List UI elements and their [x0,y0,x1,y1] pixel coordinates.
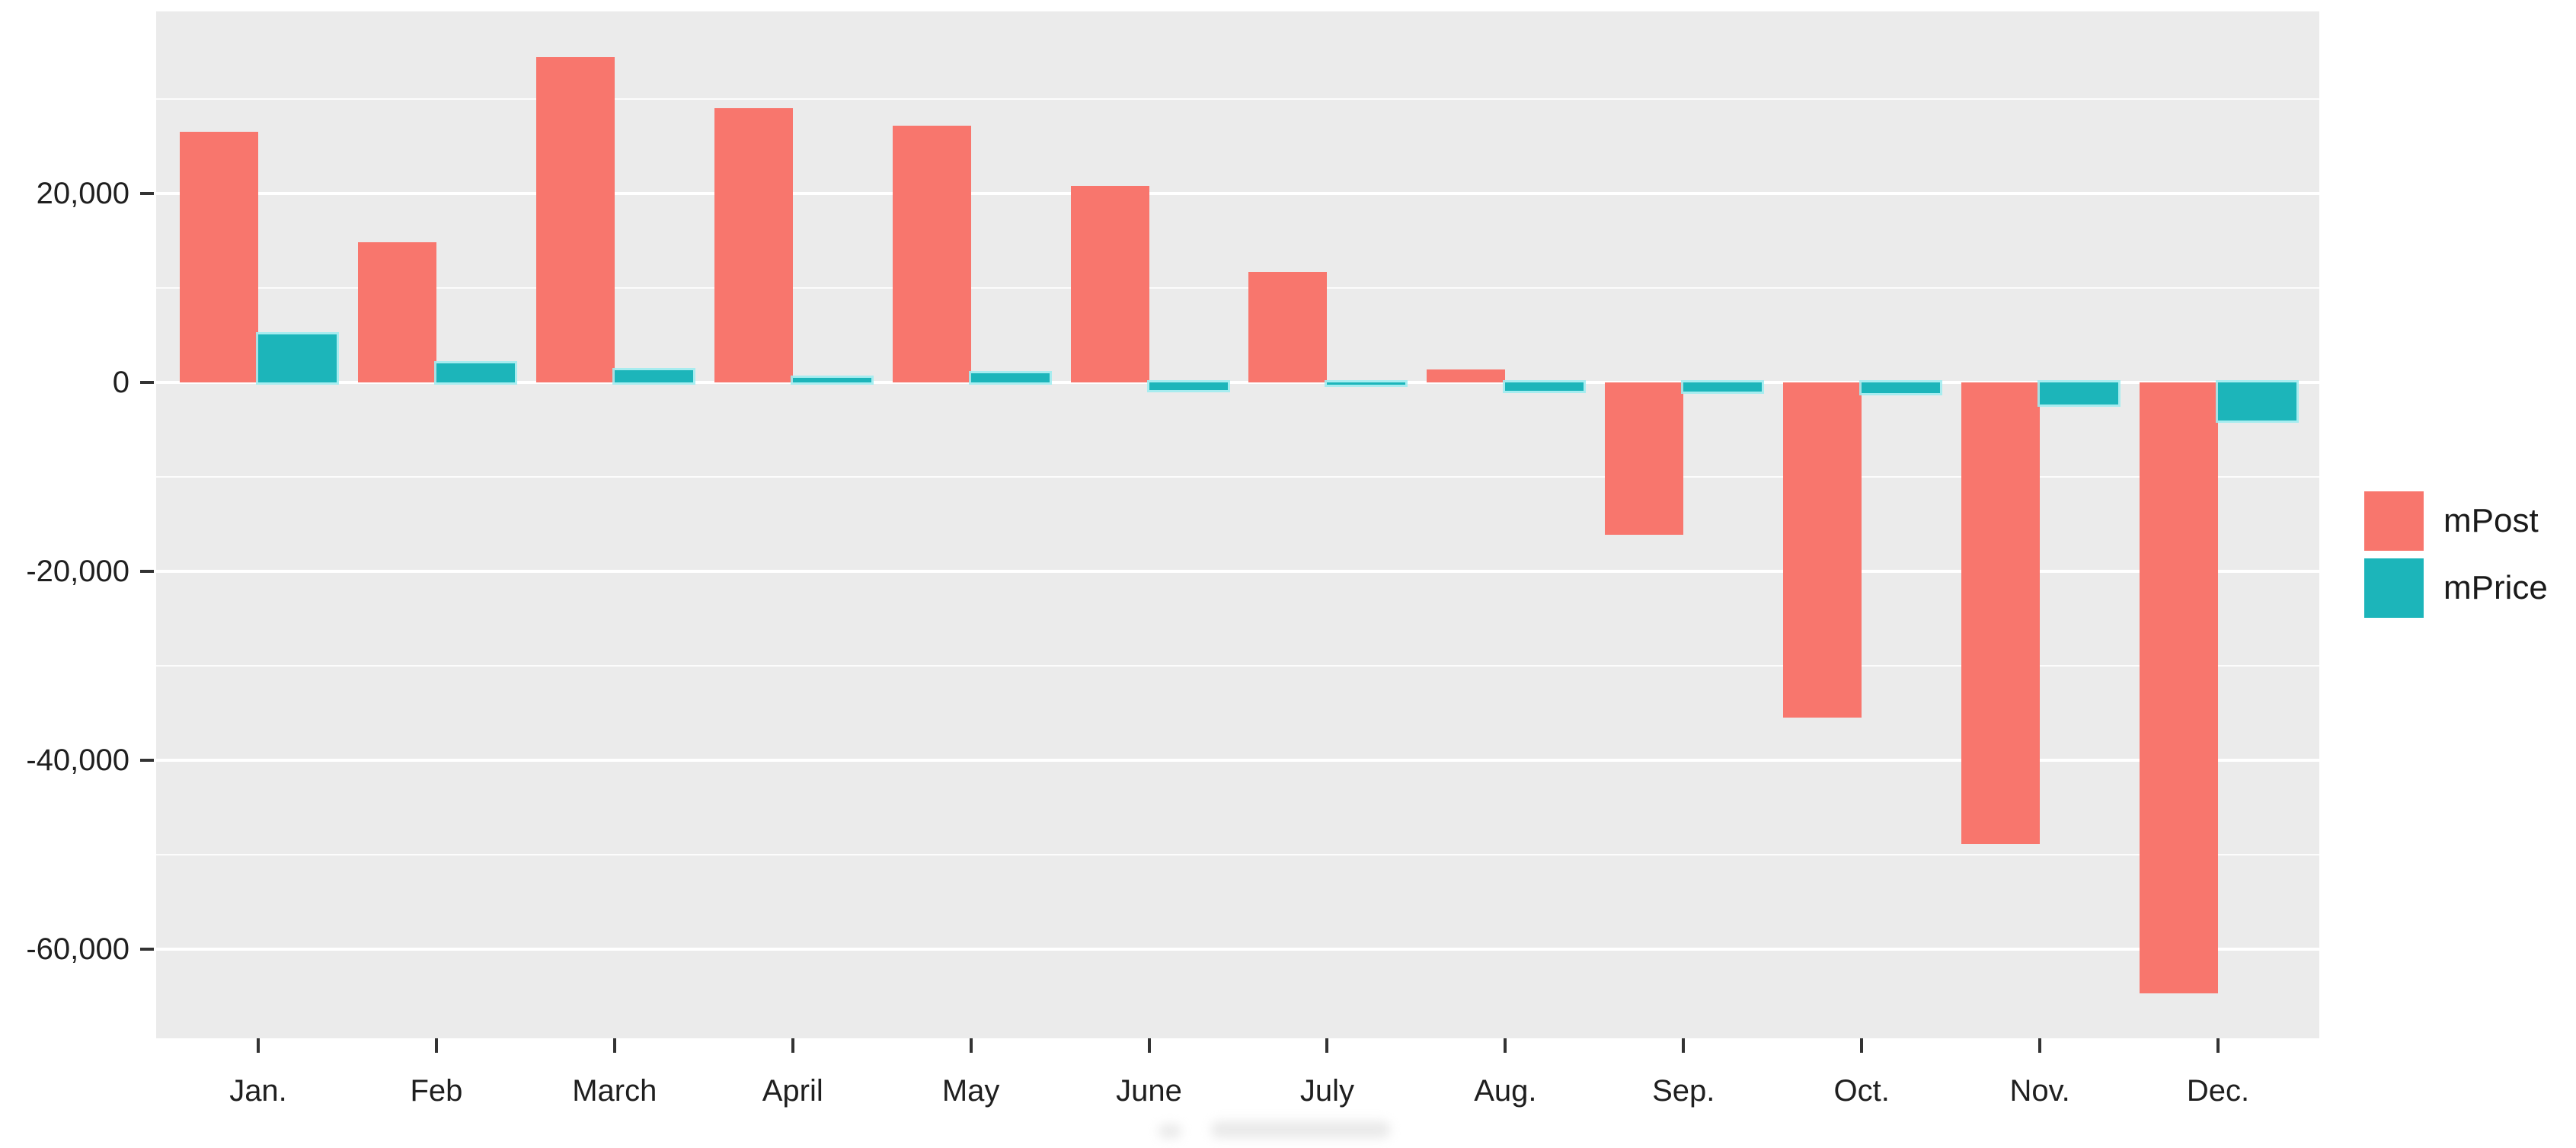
x-axis-tick [1504,1038,1507,1053]
x-axis-tick [257,1038,260,1053]
x-axis-label-sep: Sep. [1652,1074,1715,1108]
x-axis-label-may: May [941,1074,1000,1108]
mprice-bar-may [970,373,1050,382]
mpost-bar-april [714,108,793,382]
mpost-bar-may [892,125,971,382]
x-axis-label-jan: Jan. [229,1074,287,1108]
x-axis-label-nov: Nov. [2009,1074,2070,1108]
mprice-bar-dec [2218,382,2296,421]
mprice-bar-march [614,369,693,382]
mprice-bar-oct [1862,382,1941,393]
x-axis-label-june: June [1116,1074,1182,1108]
legend-label-mprice: mPrice [2443,569,2548,606]
legend-swatch-mprice [2364,558,2424,618]
legend: mPost mPrice [2364,491,2548,618]
x-axis-tick [2216,1038,2220,1053]
mpost-bar-sep [1605,382,1684,535]
mpost-bar-june [1070,186,1149,382]
mprice-bar-jan [258,334,337,382]
x-axis-tick [434,1038,438,1053]
legend-item-mpost: mPost [2364,491,2548,551]
x-axis-tick [791,1038,794,1053]
mpost-bar-feb [357,242,436,382]
y-axis-tick [140,570,154,573]
major-gridline [156,381,2319,384]
x-axis-label-april: April [762,1074,823,1108]
x-axis-tick [969,1038,973,1053]
mprice-bar-sep [1683,382,1763,392]
minor-gridline [156,665,2319,667]
y-axis-label: -40,000 [26,743,129,777]
minor-gridline [156,98,2319,100]
x-axis-tick [1860,1038,1864,1053]
y-axis-tick [140,381,154,384]
y-axis-tick [140,192,154,195]
major-gridline [156,192,2319,195]
legend-swatch-mpost [2364,491,2424,551]
major-gridline [156,570,2319,573]
mprice-bar-april [792,377,871,382]
mpost-bar-oct [1783,382,1862,718]
y-axis-tick [140,759,154,762]
x-axis-label-oct: Oct. [1833,1074,1890,1108]
major-gridline [156,759,2319,762]
watermark-smudge [1159,1124,1181,1138]
y-axis-label: 0 [112,366,129,399]
plot-panel [156,11,2319,1038]
x-axis-label-dec: Dec. [2186,1074,2250,1108]
mprice-bar-nov [2040,382,2119,405]
minor-gridline [156,854,2319,855]
legend-label-mpost: mPost [2443,502,2539,539]
x-axis-tick [612,1038,616,1053]
y-axis-label: -20,000 [26,555,129,588]
y-axis-label: 20,000 [36,177,129,210]
x-axis-tick [1147,1038,1151,1053]
major-gridline [156,948,2319,951]
y-axis-label: -60,000 [26,932,129,966]
y-axis-tick [140,948,154,951]
x-axis-label-july: July [1299,1074,1355,1108]
minor-gridline [156,476,2319,478]
mpost-bar-march [535,57,615,382]
mpost-bar-jan [180,132,258,382]
x-axis-tick [1325,1038,1329,1053]
mprice-bar-june [1149,382,1228,390]
x-axis-label-march: March [572,1074,657,1108]
x-axis-tick [1682,1038,1686,1053]
watermark-smudge [1211,1121,1390,1138]
x-axis-tick [2038,1038,2042,1053]
x-axis-label-aug: Aug. [1474,1074,1537,1108]
x-axis-label-feb: Feb [410,1074,463,1108]
mprice-bar-july [1327,382,1406,385]
mpost-bar-july [1248,271,1328,382]
mprice-bar-aug [1505,382,1584,392]
mprice-bar-feb [436,363,515,382]
mpost-bar-aug [1427,369,1506,382]
mpost-bar-nov [1961,382,2041,845]
legend-item-mprice: mPrice [2364,558,2548,618]
minor-gridline [156,287,2319,289]
mpost-bar-dec [2140,382,2218,994]
